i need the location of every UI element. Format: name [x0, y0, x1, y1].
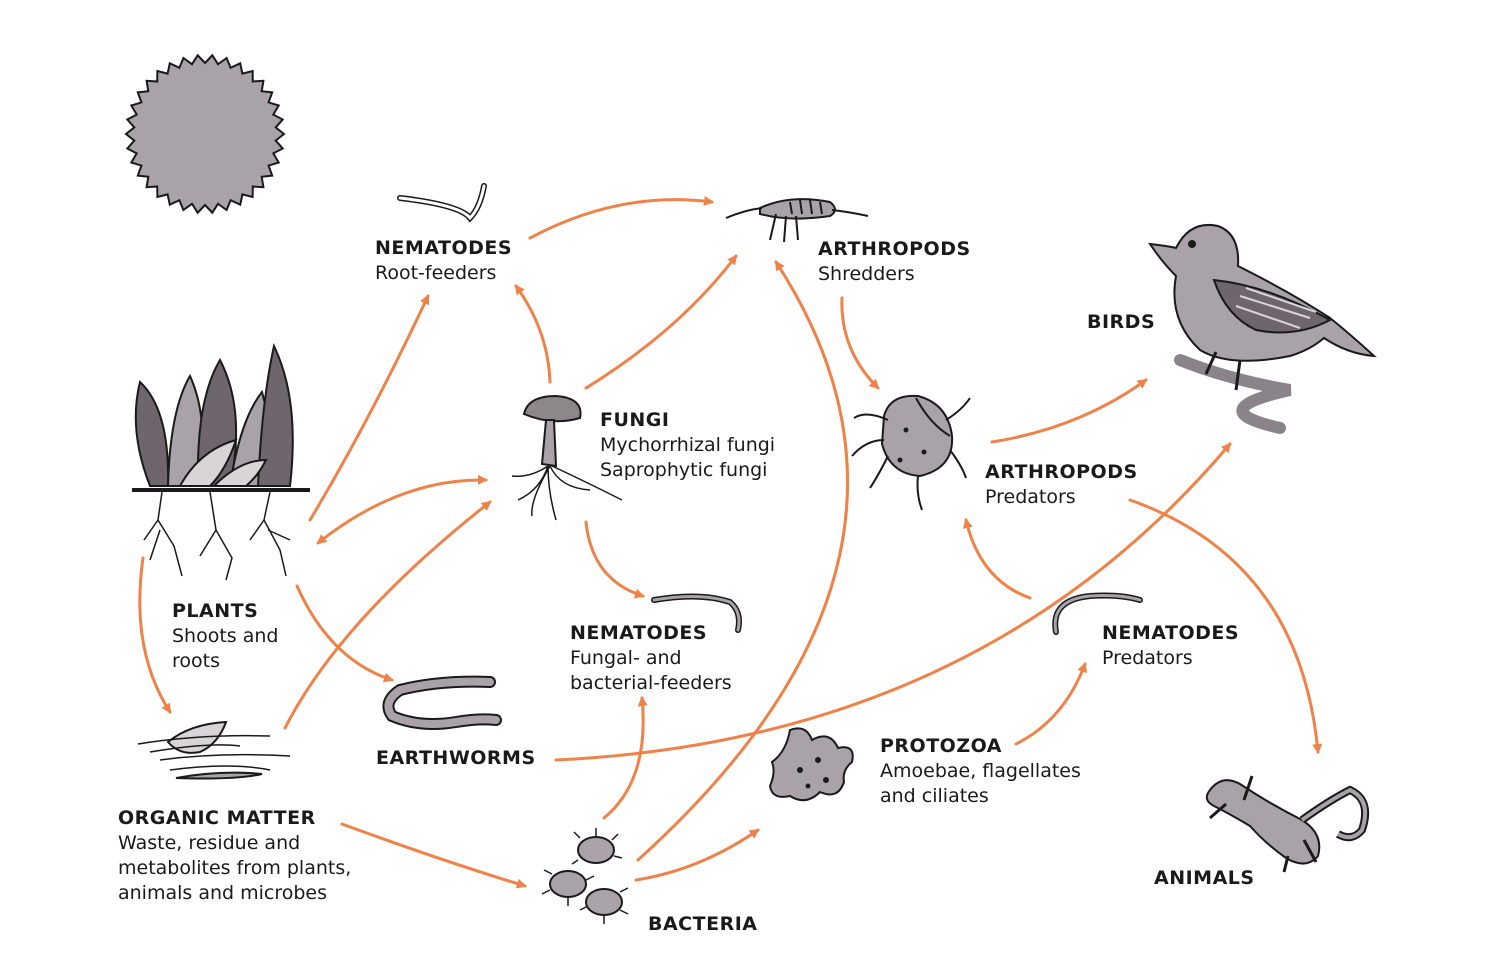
edge-bacteria-nematodes-fungal: [602, 696, 648, 820]
springtail-icon: [725, 198, 869, 243]
bird-icon: [1147, 224, 1377, 434]
nematodes-predators-label: NEMATODES Predators: [1102, 621, 1239, 671]
edge-fungi-arthropods-shredders: [584, 254, 738, 390]
animals-label: ANIMALS: [1154, 866, 1255, 891]
node-subtitle: animals and microbes: [118, 882, 328, 904]
nematode-fungal-feeder-icon: [651, 593, 742, 633]
node-title: FUNGI: [600, 409, 670, 431]
edge-protozoa-nematodes-predators: [1014, 662, 1087, 746]
node-subtitle: Root-feeders: [375, 262, 497, 284]
edge-plants-nematodes-root: [308, 294, 430, 522]
amoeba-icon: [768, 727, 854, 802]
edge-organic-matter-fungi: [283, 500, 492, 730]
node-title: PLANTS: [172, 600, 259, 622]
node-title: ARTHROPODS: [985, 461, 1138, 483]
nematode-root-feeder-icon: [397, 183, 487, 223]
node-title: EARTHWORMS: [376, 747, 536, 769]
node-subtitle: Predators: [1102, 647, 1193, 669]
node-subtitle: Predators: [985, 486, 1076, 508]
node-subtitle: Fungal- and: [570, 647, 682, 669]
birds-label: BIRDS: [1087, 310, 1155, 335]
node-title: NEMATODES: [570, 622, 708, 644]
salamander-icon: [1205, 775, 1369, 873]
node-title: BIRDS: [1087, 311, 1156, 333]
node-title: BACTERIA: [648, 913, 758, 935]
node-title: NEMATODES: [375, 237, 513, 259]
edge-arthropods-predators-animals: [1128, 498, 1323, 754]
edge-plants-earthworms: [295, 584, 394, 683]
edge-fungi-nematodes-root: [514, 284, 552, 384]
node-subtitle: Shoots and: [172, 625, 279, 647]
edge-organic-matter-bacteria: [340, 822, 527, 889]
node-title: PROTOZOA: [880, 735, 1002, 757]
node-title: ORGANIC MATTER: [118, 807, 316, 829]
edge-earthworms-birds: [554, 442, 1232, 762]
node-title: NEMATODES: [1102, 622, 1240, 644]
arthropods-predators-label: ARTHROPODS Predators: [985, 460, 1138, 510]
fungi-label: FUNGI Mychorrhizal fungi Saprophytic fun…: [600, 408, 775, 483]
edge-arthropods-predators-birds: [990, 378, 1148, 444]
edge-bacteria-arthropods-shredders: [636, 260, 849, 862]
node-title: ANIMALS: [1154, 867, 1255, 889]
mite-icon: [851, 394, 971, 511]
bacteria-icon: [541, 828, 629, 924]
sun-icon: [124, 53, 286, 215]
protozoa-label: PROTOZOA Amoebae, flagellates and ciliat…: [880, 734, 1081, 809]
node-subtitle: bacterial-feeders: [570, 672, 732, 694]
node-subtitle: metabolites from plants,: [118, 857, 352, 879]
plants-label: PLANTS Shoots and roots: [172, 599, 279, 674]
arthropods-shredders-label: ARTHROPODS Shredders: [818, 237, 971, 287]
node-title: ARTHROPODS: [818, 238, 971, 260]
bacteria-label: BACTERIA: [648, 912, 757, 937]
node-subtitle: Mychorrhizal fungi: [600, 434, 776, 456]
node-subtitle: Saprophytic fungi: [600, 459, 768, 481]
edge-nematodes-root-arthropods-shredders: [528, 196, 714, 240]
earthworms-label: EARTHWORMS: [376, 746, 536, 771]
nematodes-root-feeders-label: NEMATODES Root-feeders: [375, 236, 512, 286]
node-subtitle: Waste, residue and: [118, 832, 301, 854]
leaf-litter-icon: [137, 720, 291, 780]
edge-nematodes-predators-arthropods-predators: [962, 518, 1032, 600]
edge-bacteria-protozoa: [634, 828, 760, 882]
node-subtitle: and ciliates: [880, 785, 989, 807]
edge-arthropods-shredders-arthropods-predators: [840, 296, 880, 390]
node-subtitle: roots: [172, 650, 220, 672]
earthworm-icon: [382, 675, 502, 730]
edge-plants-organic-matter: [138, 556, 172, 714]
plants-icon: [132, 342, 310, 581]
nematodes-fungal-feeders-label: NEMATODES Fungal- and bacterial-feeders: [570, 621, 732, 696]
nematode-predator-icon: [1052, 592, 1143, 635]
organic-matter-label: ORGANIC MATTER Waste, residue and metabo…: [118, 806, 351, 906]
edge-fungi-nematodes-fungal: [584, 520, 645, 599]
node-subtitle: Amoebae, flagellates: [880, 760, 1081, 782]
edge-plants-fungi: [316, 474, 488, 545]
node-subtitle: Shredders: [818, 263, 915, 285]
mushroom-icon: [511, 394, 623, 521]
